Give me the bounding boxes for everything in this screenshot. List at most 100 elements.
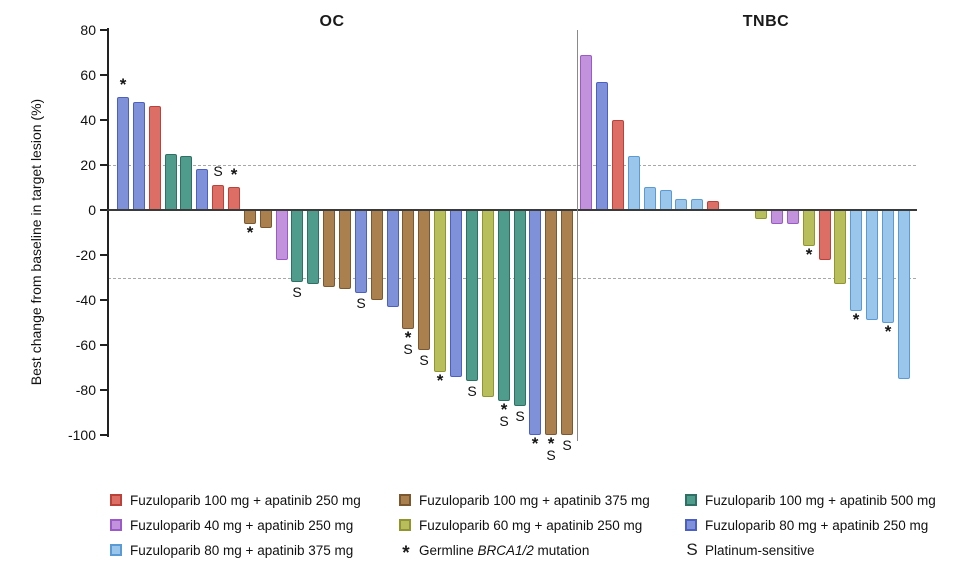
bar xyxy=(434,210,446,372)
legend-label: Fuzuloparib 100 mg + apatinib 500 mg xyxy=(705,492,936,508)
panel-divider-line xyxy=(577,30,578,441)
zero-baseline xyxy=(107,209,917,211)
legend: Fuzuloparib 100 mg + apatinib 250 mg Fuzu… xyxy=(0,486,976,570)
bar xyxy=(212,185,224,210)
flag-marker: S xyxy=(509,409,531,423)
brca-mutation-marker: * xyxy=(547,434,555,453)
legend-label: Platinum-sensitive xyxy=(705,542,815,558)
flag-marker: * S xyxy=(540,434,562,462)
y-tick-mark xyxy=(100,434,107,436)
legend-item: Fuzuloparib 80 mg + apatinib 375 mg xyxy=(110,542,353,558)
brca-mutation-marker: * xyxy=(402,542,410,564)
y-tick-mark xyxy=(100,164,107,166)
bar xyxy=(803,210,815,246)
legend-label: Fuzuloparib 60 mg + apatinib 250 mg xyxy=(419,517,643,533)
bar xyxy=(514,210,526,406)
reference-line xyxy=(108,165,916,166)
bar xyxy=(466,210,478,381)
y-tick-label: 20 xyxy=(80,157,96,173)
bar xyxy=(117,97,129,210)
legend-item: Fuzuloparib 100 mg + apatinib 500 mg xyxy=(685,492,936,508)
legend-swatch xyxy=(399,494,411,506)
bar xyxy=(291,210,303,282)
y-tick-mark xyxy=(100,299,107,301)
bar xyxy=(260,210,272,228)
flag-marker: * xyxy=(524,435,546,452)
flag-marker: * xyxy=(845,310,867,329)
bar xyxy=(628,156,640,210)
bar xyxy=(882,210,894,323)
brca-mutation-marker: * xyxy=(246,223,254,242)
flag-marker: * xyxy=(239,223,261,242)
platinum-sensitive-marker: S xyxy=(419,352,429,368)
y-tick-mark xyxy=(100,209,107,211)
bar xyxy=(866,210,878,320)
y-tick-mark xyxy=(100,254,107,256)
bar xyxy=(244,210,256,224)
bar xyxy=(355,210,367,293)
legend-swatch xyxy=(399,519,411,531)
flag-marker: S xyxy=(286,285,308,299)
bar xyxy=(418,210,430,350)
legend-label: Germline BRCA1/2 mutation xyxy=(419,542,590,558)
bar xyxy=(180,156,192,210)
legend-item: Fuzuloparib 100 mg + apatinib 250 mg xyxy=(110,492,361,508)
platinum-sensitive-marker: S xyxy=(467,383,477,399)
bar xyxy=(787,210,799,224)
bar xyxy=(450,210,462,377)
legend-swatch xyxy=(685,494,697,506)
platinum-sensitive-marker: S xyxy=(562,437,572,453)
brca-mutation-marker: * xyxy=(852,310,860,329)
flag-marker: S xyxy=(207,163,229,179)
legend-label: Fuzuloparib 40 mg + apatinib 250 mg xyxy=(130,517,354,533)
bar xyxy=(387,210,399,307)
bar xyxy=(482,210,494,397)
flag-marker: * xyxy=(429,371,451,390)
bar xyxy=(545,210,557,435)
y-tick-label: -40 xyxy=(75,292,96,308)
brca-mutation-marker: * xyxy=(805,245,813,264)
y-axis-line xyxy=(107,28,109,437)
brca-mutation-marker: * xyxy=(436,371,444,390)
y-tick-mark xyxy=(100,389,107,391)
platinum-sensitive-marker: S xyxy=(356,295,366,311)
bar xyxy=(276,210,288,260)
brca-mutation-marker: * xyxy=(500,400,508,419)
y-tick-label: 0 xyxy=(88,202,96,218)
y-tick-label: -80 xyxy=(75,382,96,398)
bar xyxy=(644,187,656,210)
flag-marker: * xyxy=(112,76,134,93)
bar xyxy=(561,210,573,435)
legend-item: * Germline BRCA1/2 mutation xyxy=(399,542,590,564)
reference-line xyxy=(108,277,916,279)
legend-item: Fuzuloparib 40 mg + apatinib 250 mg xyxy=(110,517,353,533)
y-tick-mark xyxy=(100,119,107,121)
flag-marker: S xyxy=(413,352,435,368)
bar xyxy=(771,210,783,224)
y-tick-mark xyxy=(100,29,107,31)
y-tick-label: -100 xyxy=(67,427,96,443)
platinum-sensitive-marker: S xyxy=(213,163,223,179)
legend-label: Fuzuloparib 80 mg + apatinib 250 mg xyxy=(705,517,929,533)
bar xyxy=(323,210,335,287)
bar xyxy=(307,210,319,284)
legend-item: Fuzuloparib 100 mg + apatinib 375 mg xyxy=(399,492,650,508)
bar xyxy=(898,210,910,379)
bar xyxy=(834,210,846,284)
legend-label-italic: BRCA1/2 xyxy=(477,542,534,558)
bar xyxy=(850,210,862,311)
bar xyxy=(596,82,608,210)
y-axis-label: Best change from baseline in target lesi… xyxy=(28,98,44,386)
legend-item: Fuzuloparib 80 mg + apatinib 250 mg xyxy=(685,517,928,533)
legend-swatch xyxy=(110,519,122,531)
y-tick-label: -60 xyxy=(75,337,96,353)
legend-swatch xyxy=(110,544,122,556)
flag-marker: * xyxy=(877,323,899,340)
bar xyxy=(580,55,592,210)
bar xyxy=(498,210,510,401)
bar xyxy=(165,154,177,210)
y-tick-label: 60 xyxy=(80,67,96,83)
brca-mutation-marker: * xyxy=(230,165,238,184)
bar xyxy=(133,102,145,210)
